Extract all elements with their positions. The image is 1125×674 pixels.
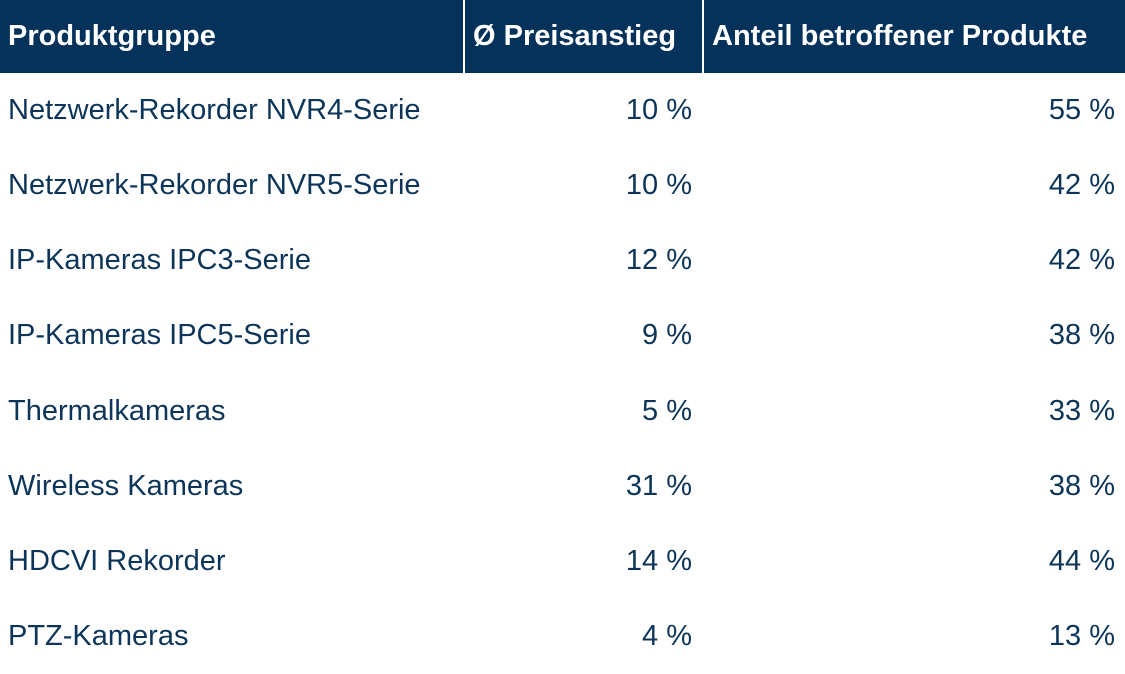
table-cell: 10 % xyxy=(625,94,692,127)
table-cell: 55 % xyxy=(1048,94,1115,127)
table-cell: 13 % xyxy=(1048,619,1115,652)
table-cell: PTZ-Kameras xyxy=(8,619,189,652)
table-cell: Netzwerk-Rekorder NVR5-Serie xyxy=(8,169,421,202)
header-cell: Produktgruppe xyxy=(0,0,463,73)
table-cell: 38 % xyxy=(1048,319,1115,352)
table-cell: HDCVI Rekorder xyxy=(8,544,226,577)
table-cell: 10 % xyxy=(625,169,692,202)
table-cell: IP-Kameras IPC3-Serie xyxy=(8,244,311,277)
table-cell: 38 % xyxy=(1048,469,1115,502)
table-cell: IP-Kameras IPC5-Serie xyxy=(8,319,311,352)
table-cell: 42 % xyxy=(1048,169,1115,202)
table-cell: 4 % xyxy=(642,619,692,652)
table-cell: 12 % xyxy=(625,244,692,277)
table-cell: 33 % xyxy=(1048,394,1115,427)
table-cell: Wireless Kameras xyxy=(8,469,244,502)
header-cell: Ø Preisanstieg xyxy=(465,0,702,73)
table-cell: 31 % xyxy=(625,469,692,502)
header-cell: Anteil betroffener Produkte xyxy=(704,0,1125,73)
table-cell: 9 % xyxy=(642,319,692,352)
table-cell: 14 % xyxy=(625,544,692,577)
table-cell: 44 % xyxy=(1048,544,1115,577)
table-cell: 42 % xyxy=(1048,244,1115,277)
table-cell: 5 % xyxy=(642,394,692,427)
table-cell: Thermalkameras xyxy=(8,394,226,427)
table-cell: Netzwerk-Rekorder NVR4-Serie xyxy=(8,94,421,127)
